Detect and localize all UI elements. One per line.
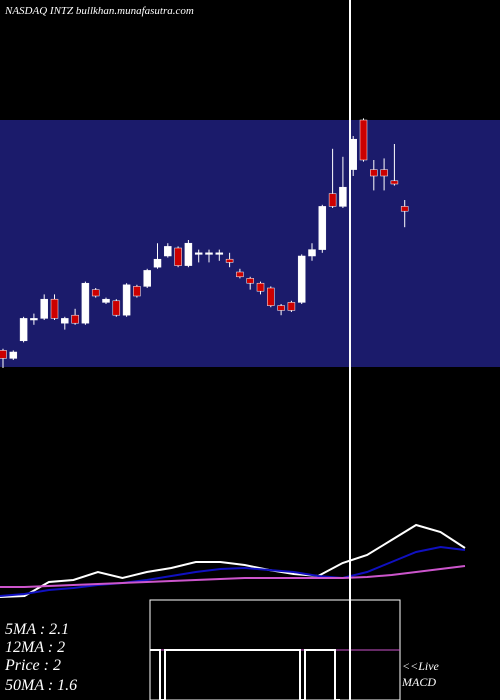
candle-body bbox=[328, 193, 337, 207]
live-label: <<Live bbox=[402, 659, 440, 673]
chart-title: NASDAQ INTZ bullkhan.munafasutra.com bbox=[4, 5, 194, 17]
candle-body bbox=[246, 278, 254, 284]
candle-body bbox=[287, 302, 296, 311]
candle-body bbox=[297, 255, 306, 303]
candle-body bbox=[133, 286, 141, 297]
stat: 50MA : 1.6 bbox=[5, 677, 77, 694]
macd-signal bbox=[150, 649, 340, 700]
candle-body bbox=[194, 252, 203, 255]
indicator-line bbox=[0, 545, 466, 597]
candle-body bbox=[50, 298, 59, 319]
stat: Price : 2 bbox=[4, 657, 61, 674]
candle-body bbox=[390, 180, 399, 185]
candle-body bbox=[91, 289, 100, 297]
macd-label: MACD bbox=[401, 675, 436, 689]
candle-body bbox=[400, 206, 409, 212]
candle-body bbox=[112, 300, 121, 316]
candle-body bbox=[102, 298, 110, 303]
candle-body bbox=[370, 169, 378, 177]
candle-body bbox=[205, 252, 213, 255]
candle-body bbox=[225, 258, 234, 263]
candle-body bbox=[71, 314, 79, 324]
candle-body bbox=[164, 246, 172, 257]
candle-body bbox=[153, 258, 162, 268]
candle-body bbox=[122, 284, 131, 316]
candle-body bbox=[0, 350, 7, 359]
candle-body bbox=[380, 169, 388, 177]
stat: 12MA : 2 bbox=[5, 639, 65, 656]
candle-body bbox=[277, 305, 285, 311]
candle-body bbox=[236, 271, 244, 278]
candle-body bbox=[61, 318, 69, 324]
candle-body bbox=[9, 351, 18, 359]
indicator-line bbox=[0, 565, 466, 588]
candle-body bbox=[30, 318, 38, 321]
candle-body bbox=[174, 247, 182, 266]
candle-body bbox=[308, 249, 316, 257]
stat: 5MA : 2.1 bbox=[5, 621, 69, 638]
candle-body bbox=[81, 282, 90, 324]
candle-body bbox=[256, 282, 265, 292]
indicator-line bbox=[0, 523, 466, 598]
candle-body bbox=[143, 270, 151, 287]
candle-body bbox=[184, 242, 193, 266]
candle-body bbox=[40, 298, 48, 319]
candle-body bbox=[339, 186, 347, 207]
price-band bbox=[0, 120, 500, 367]
candle-body bbox=[267, 287, 275, 306]
candle-body bbox=[359, 119, 368, 161]
candle-body bbox=[318, 206, 327, 250]
candle-body bbox=[19, 318, 28, 342]
candle-body bbox=[215, 252, 224, 255]
